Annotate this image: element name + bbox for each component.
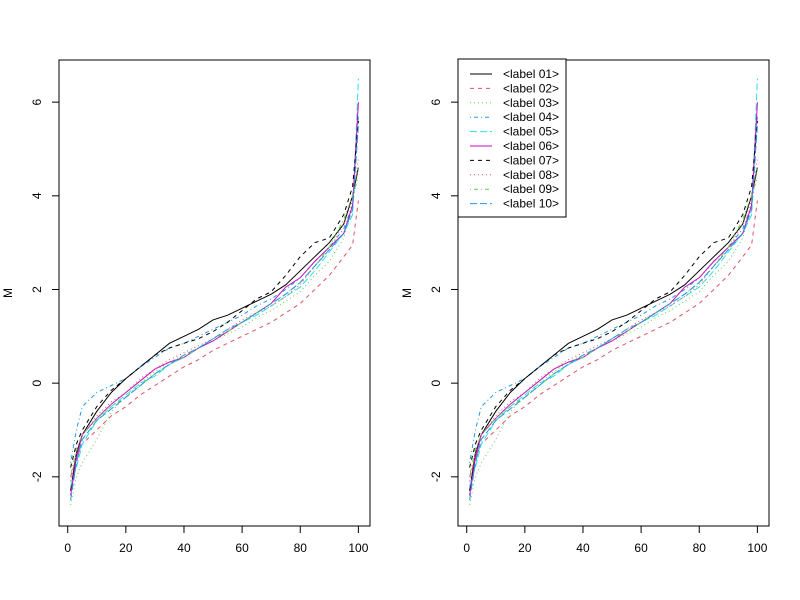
x-tick-label: 0 [463, 541, 470, 555]
x-axis: 0 20 40 60 80 100 [64, 525, 369, 555]
y-tick-label: 4 [30, 192, 44, 199]
panel-left: 0 20 40 60 80 100 -2 0 2 4 6 M [1, 59, 371, 555]
y-tick-label: 0 [429, 379, 443, 386]
series-line-9 [70, 176, 359, 477]
x-axis: 0 20 40 60 80 100 [463, 525, 768, 555]
legend-label-1: <label 01> [503, 67, 559, 81]
x-tick-label: 100 [348, 541, 368, 555]
series-line-8 [469, 158, 758, 482]
legend-label-9: <label 09> [503, 182, 559, 196]
y-tick-label: 4 [429, 192, 443, 199]
series-line-3 [70, 167, 359, 506]
series-line-10 [70, 125, 359, 501]
x-tick-label: 0 [64, 541, 71, 555]
series-line-1 [70, 167, 359, 491]
series-line-7 [70, 120, 359, 468]
series-line-4 [70, 116, 359, 463]
x-tick-label: 80 [693, 541, 707, 555]
legend-label-7: <label 07> [503, 153, 559, 167]
series-line-2 [70, 200, 359, 477]
plot-frame [58, 59, 371, 527]
x-tick-label: 40 [576, 541, 590, 555]
legend-label-3: <label 03> [503, 96, 559, 110]
y-tick-label: 0 [30, 379, 44, 386]
x-tick-label: 60 [235, 541, 249, 555]
y-tick-label: -2 [30, 471, 44, 482]
y-tick-label: 2 [30, 286, 44, 293]
legend-label-6: <label 06> [503, 139, 559, 153]
series-line-2 [469, 200, 758, 477]
legend-box [457, 58, 567, 218]
y-axis-label: M [400, 288, 414, 298]
y-tick-label: 6 [429, 98, 443, 105]
x-tick-label: 20 [518, 541, 532, 555]
legend-label-4: <label 04> [503, 110, 559, 124]
x-tick-label: 80 [294, 541, 308, 555]
x-tick-label: 20 [119, 541, 133, 555]
y-axis: -2 0 2 4 6 [30, 98, 60, 482]
y-axis-label: M [1, 288, 15, 298]
legend-label-5: <label 05> [503, 125, 559, 139]
y-tick-label: 6 [30, 98, 44, 105]
series-line-8 [70, 158, 359, 482]
legend-label-2: <label 02> [503, 81, 559, 95]
series-line-9 [469, 176, 758, 477]
y-axis: -2 0 2 4 6 [429, 98, 459, 482]
series-line-3 [469, 167, 758, 506]
series-line-6 [469, 102, 758, 496]
series-line-7 [469, 120, 758, 468]
y-tick-label: 2 [429, 286, 443, 293]
series-line-1 [469, 167, 758, 491]
legend: <label 01><label 02><label 03><label 04>… [457, 58, 567, 218]
x-tick-label: 40 [177, 541, 191, 555]
series-line-5 [70, 78, 359, 487]
legend-label-10: <label 10> [503, 197, 559, 211]
y-tick-label: -2 [429, 471, 443, 482]
x-tick-label: 100 [747, 541, 767, 555]
series-line-10 [469, 125, 758, 501]
legend-label-8: <label 08> [503, 168, 559, 182]
x-tick-label: 60 [634, 541, 648, 555]
series-line-6 [70, 102, 359, 496]
